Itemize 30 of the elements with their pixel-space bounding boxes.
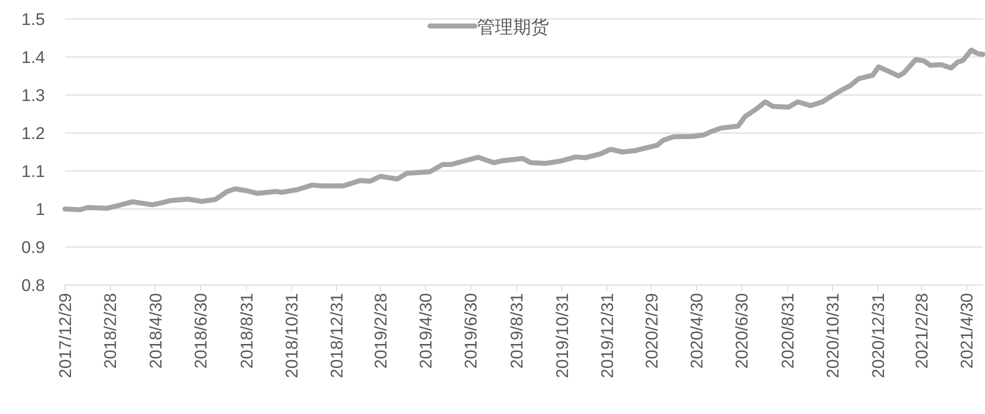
y-tick-label: 0.9 [21,238,45,257]
x-tick-label: 2017/12/29 [56,293,75,378]
x-tick-label: 2018/8/31 [237,293,256,369]
x-tick-label: 2019/12/31 [598,293,617,378]
x-tick-label: 2018/4/30 [146,293,166,369]
x-tick-label: 2020/6/30 [732,293,752,369]
x-tick-label: 2018/2/28 [101,293,120,369]
x-tick-label: 2018/6/30 [191,293,210,369]
x-tick-label: 2018/12/31 [328,293,347,378]
x-tick-label: 2020/8/31 [778,293,798,369]
x-tick-label: 2019/10/31 [552,293,572,378]
legend-label: 管理期货 [477,17,549,37]
y-tick-label: 1.2 [21,124,45,143]
x-tick-label: 2019/6/30 [462,293,481,369]
y-tick-label: 1 [36,200,45,219]
y-tick-label: 1.5 [21,10,45,29]
y-tick-label: 0.8 [21,276,45,295]
x-tick-label: 2019/2/28 [371,293,390,369]
x-tick-label: 2019/4/30 [416,293,436,369]
y-tick-label: 1.3 [21,86,45,105]
x-tick-label: 2020/12/31 [868,293,888,378]
y-tick-label: 1.4 [21,48,45,67]
x-tick-label: 2018/10/31 [282,293,302,378]
x-tick-label: 2019/8/31 [508,293,527,369]
x-tick-label: 2021/4/30 [958,293,977,369]
x-tick-label: 2020/10/31 [824,293,843,378]
x-tick-label: 2020/2/29 [642,293,662,369]
x-tick-label: 2021/2/28 [912,293,932,369]
x-tick-label: 2020/4/30 [687,293,706,369]
y-tick-label: 1.1 [21,162,45,181]
